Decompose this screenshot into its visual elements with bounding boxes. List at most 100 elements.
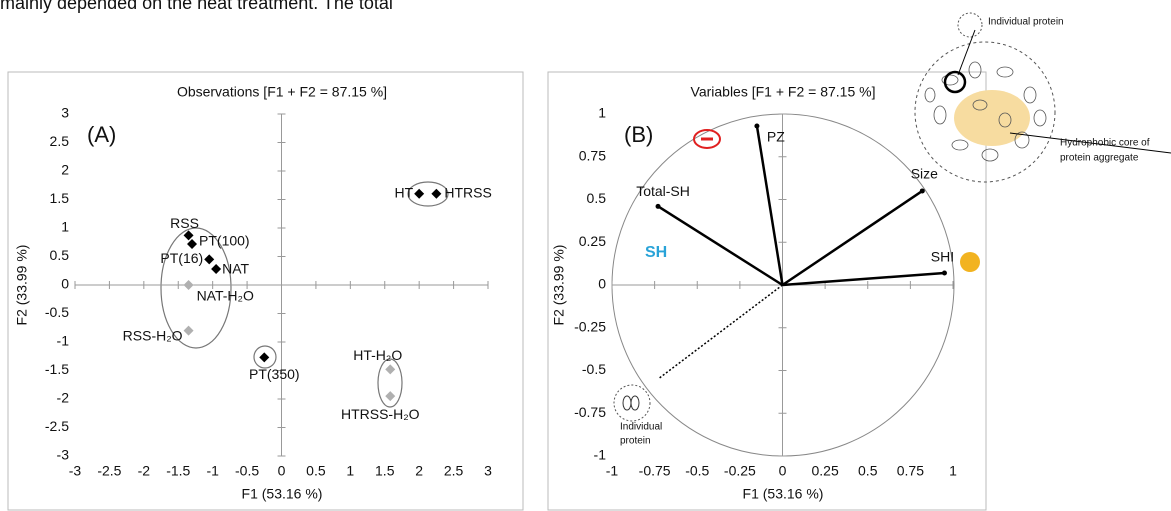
loading-vector	[781, 189, 924, 287]
vector-tip	[941, 270, 947, 276]
y-axis-label: F2 (33.99 %)	[14, 245, 30, 326]
x-tick-label: 0	[779, 463, 787, 479]
point-label: HT	[394, 185, 413, 201]
point	[385, 391, 396, 402]
hydrophobic-dot	[960, 252, 980, 272]
x-tick-label: 0.5	[858, 463, 878, 479]
x-tick-label: 0	[278, 463, 286, 479]
y-tick-label: 0.25	[579, 233, 606, 249]
point-label: SHI	[931, 249, 954, 265]
x-tick-label: -0.25	[724, 463, 756, 479]
y-tick-label: 1.5	[50, 190, 70, 206]
x-tick-label: 2.5	[444, 463, 464, 479]
chart-title: Observations [F1 + F2 = 87.15 %]	[177, 84, 387, 100]
y-tick-label: -2	[57, 390, 70, 406]
hydrophobic-core	[954, 90, 1030, 146]
x-tick-label: -0.5	[235, 463, 259, 479]
x-tick-label: 1	[949, 463, 957, 479]
pointer	[957, 29, 976, 76]
panel-frame	[7, 71, 524, 511]
point-label: NAT	[222, 261, 249, 277]
y-tick-label: 2.5	[50, 133, 70, 149]
point-label: RSS	[170, 215, 199, 231]
y-tick-label: 3	[61, 105, 69, 121]
point	[211, 264, 222, 275]
y-tick-label: 0	[61, 276, 69, 292]
x-tick-label: -0.75	[639, 463, 671, 479]
pointer	[1009, 132, 1171, 154]
vector-tip	[919, 188, 925, 194]
point	[385, 364, 396, 375]
point	[183, 325, 194, 336]
point	[183, 280, 194, 290]
x-tick-label: -2	[138, 463, 151, 479]
x-tick-label: -1	[206, 463, 219, 479]
charge-icon	[693, 129, 721, 149]
y-tick-label: -1	[594, 447, 607, 463]
point	[431, 188, 442, 199]
point-label: PT(16)	[160, 250, 203, 266]
point-label: RSS-H₂O	[123, 327, 183, 343]
loading-vector	[755, 125, 784, 286]
point-label: Total-SH	[636, 183, 690, 199]
y-tick-label: 0	[598, 276, 606, 292]
vector-tip	[655, 203, 661, 209]
point-label: PT(100)	[199, 233, 250, 249]
point-label: PT(350)	[249, 366, 300, 382]
x-tick-label: -1	[606, 463, 619, 479]
x-tick-label: 3	[484, 463, 492, 479]
y-tick-label: 0.5	[587, 190, 607, 206]
annotation: protein aggregate	[1060, 153, 1139, 164]
annotation: Hydrophobic core of	[1060, 138, 1150, 149]
y-axis-label: F2 (33.99 %)	[551, 245, 567, 326]
y-tick-label: 1	[61, 219, 69, 235]
y-tick-label: 0.5	[50, 247, 70, 263]
y-tick-label: -0.5	[582, 361, 606, 377]
y-tick-label: -0.25	[574, 318, 606, 334]
x-tick-label: -2.5	[97, 463, 121, 479]
x-tick-label: 2	[415, 463, 423, 479]
y-tick-label: -3	[57, 447, 70, 463]
y-tick-label: -1.5	[45, 361, 69, 377]
annotation: Individual	[620, 422, 662, 433]
y-tick-label: 0.75	[579, 147, 606, 163]
y-tick-label: -1	[57, 333, 70, 349]
y-tick-label: 2	[61, 162, 69, 178]
y-tick-label: -0.5	[45, 304, 69, 320]
protein-glyph	[622, 395, 640, 411]
point-label: HTRSS	[444, 185, 491, 201]
annotation: protein	[620, 436, 651, 447]
x-tick-label: 0.5	[306, 463, 326, 479]
annotation: SH	[645, 244, 667, 261]
chart-title: Variables [F1 + F2 = 87.15 %]	[691, 84, 876, 100]
panel-label: (B)	[624, 122, 653, 147]
body-text: mainly depended on the heat treatment. T…	[0, 0, 393, 13]
point-label: PZ	[767, 129, 785, 145]
x-tick-label: 0.75	[897, 463, 924, 479]
groupings	[160, 181, 449, 408]
aggregate-glyphs	[924, 61, 1047, 162]
x-axis-label: F1 (53.16 %)	[242, 486, 323, 502]
protein-icon	[957, 12, 983, 38]
x-tick-label: -0.5	[685, 463, 709, 479]
y-tick-label: -2.5	[45, 418, 69, 434]
highlight-protein	[943, 70, 967, 94]
point-label: Size	[911, 166, 938, 182]
x-tick-label: -1.5	[166, 463, 190, 479]
point-label: HTRSS-H₂O	[341, 406, 420, 422]
point	[187, 238, 198, 249]
x-tick-label: 1	[346, 463, 354, 479]
loading-vector	[657, 284, 783, 380]
point-label: NAT-H₂O	[197, 288, 254, 304]
point-label: HT-H₂O	[353, 347, 402, 363]
x-tick-label: 0.25	[812, 463, 839, 479]
x-tick-label: 1.5	[375, 463, 395, 479]
panel-frame	[547, 71, 987, 511]
annotation: Individual protein	[988, 17, 1064, 28]
aggregate-icon	[914, 41, 1056, 183]
loading-vector	[657, 205, 784, 287]
point	[414, 188, 425, 199]
vector-tip	[754, 123, 760, 129]
loading-vector	[782, 271, 945, 287]
